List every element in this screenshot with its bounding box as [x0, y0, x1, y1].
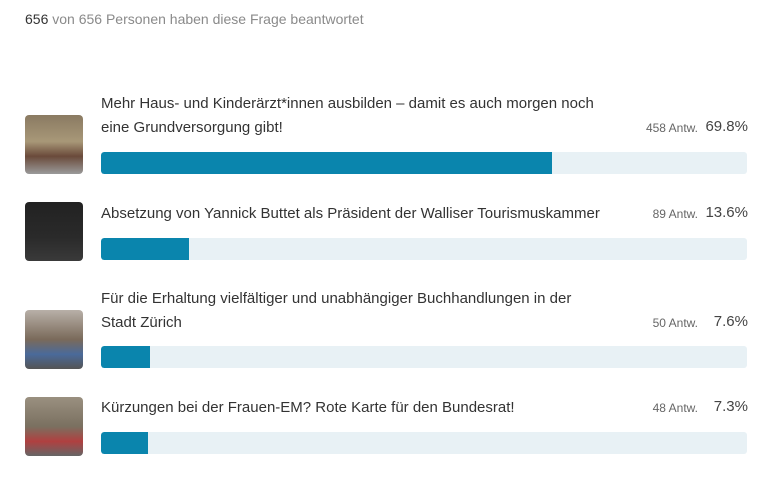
result-bar: [101, 432, 747, 454]
answer-percent: 7.3%: [713, 398, 748, 415]
option-label: Mehr Haus- und Kinderärzt*innen ausbilde…: [101, 95, 594, 136]
option-label: Kürzungen bei der Frauen-EM? Rote Karte …: [101, 399, 515, 416]
answer-count: 48 Antw.: [652, 401, 698, 415]
result-bar: [101, 238, 747, 260]
answer-percent: 69.8%: [705, 118, 748, 135]
result-bar-fill: [101, 432, 149, 454]
result-bar-fill: [101, 346, 151, 368]
option-thumbnail: [25, 397, 83, 456]
option-label: Absetzung von Yannick Buttet als Präside…: [101, 205, 600, 222]
result-bar-fill: [101, 152, 552, 174]
answer-percent: 7.6%: [713, 313, 748, 330]
option-thumbnail: [25, 115, 83, 174]
result-bar: [101, 346, 747, 368]
option-thumbnail: [25, 202, 83, 261]
option-thumbnail: [25, 310, 83, 369]
answer-summary: 656 von 656 Personen haben diese Frage b…: [25, 11, 364, 27]
answer-percent: 13.6%: [705, 204, 748, 221]
answer-count: 89 Antw.: [652, 207, 698, 221]
answer-count: 50 Antw.: [652, 316, 698, 330]
result-bar-fill: [101, 238, 189, 260]
answer-count: 458 Antw.: [645, 121, 698, 135]
option-label: Für die Erhaltung vielfältiger und unabh…: [101, 290, 572, 331]
result-bar: [101, 152, 747, 174]
